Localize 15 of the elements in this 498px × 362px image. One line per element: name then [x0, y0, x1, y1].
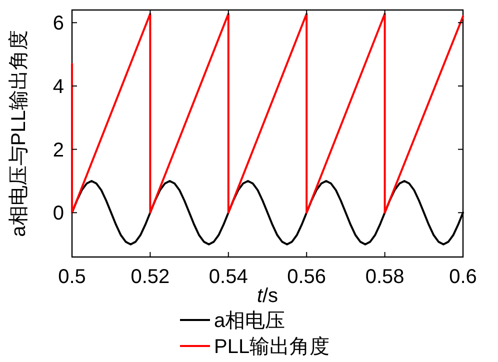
y-tick-label: 2 [52, 139, 64, 162]
y-axis-title: a相电压与PLL输出角度 [8, 30, 30, 237]
x-tick-label: 0.58 [365, 266, 404, 288]
y-tick-label: 6 [52, 12, 64, 35]
y-tick-label: 4 [52, 76, 64, 98]
x-tick-label: 0.6 [449, 266, 477, 288]
line-series [71, 12, 464, 214]
x-tick-label: 0.54 [208, 266, 248, 288]
legend-label: PLL输出角度 [214, 336, 330, 358]
legend-label: a相电压 [214, 310, 286, 332]
x-tick-label: 0.52 [130, 266, 170, 288]
x-axis-title: t/s [256, 285, 278, 307]
y-tick-label: 0 [52, 202, 64, 225]
x-tick-label: 0.5 [58, 266, 86, 288]
x-tick-label: 0.56 [287, 266, 326, 288]
